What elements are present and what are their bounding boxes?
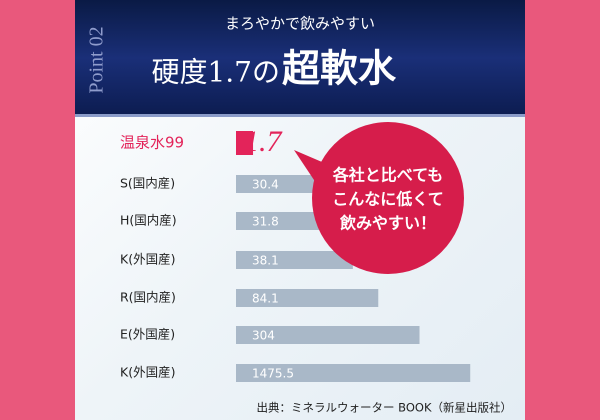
value-label: 84.1 — [252, 292, 279, 306]
annotation-line: 各社と比べても — [332, 166, 444, 185]
bar — [236, 251, 353, 269]
source: 出典：ミネラルウォーター BOOK（新星出版社） — [257, 401, 513, 415]
category-label: R(国内産) — [120, 290, 176, 305]
badge: Point 02 — [86, 26, 108, 93]
title: 硬度1.7の — [151, 56, 280, 89]
category-label: 温泉水99 — [120, 134, 184, 152]
category-label: K(外国産) — [120, 252, 175, 267]
bar — [236, 131, 254, 155]
value-label: 30.4 — [252, 178, 279, 192]
value-label: 38.1 — [252, 254, 279, 268]
subtitle: まろやかで飲みやすい — [225, 15, 375, 33]
value-label: 1475.5 — [252, 367, 294, 381]
value-label: 304 — [252, 329, 275, 343]
category-label: H(国内産) — [120, 213, 177, 228]
title-emphasis: 超軟水 — [282, 46, 397, 91]
bubble — [312, 122, 464, 274]
header — [75, 0, 525, 116]
annotation-line: こんなに低くて — [332, 190, 444, 209]
value-label: 1.7 — [244, 125, 284, 158]
annotation-line: 飲みやすい！ — [339, 214, 436, 233]
category-label: S(国内産) — [120, 176, 175, 191]
header-rule — [75, 114, 525, 117]
value-label: 31.8 — [252, 215, 279, 229]
category-label: E(外国産) — [120, 327, 175, 342]
bar — [236, 364, 471, 382]
category-label: K(外国産) — [120, 365, 175, 380]
bar — [236, 289, 379, 307]
bar — [236, 326, 420, 344]
